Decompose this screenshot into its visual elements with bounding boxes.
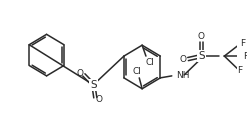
Text: O: O bbox=[198, 32, 205, 41]
Text: O: O bbox=[180, 55, 187, 64]
Text: F: F bbox=[237, 66, 242, 75]
Text: O: O bbox=[96, 95, 103, 104]
Text: F: F bbox=[243, 52, 247, 61]
Text: F: F bbox=[240, 39, 245, 48]
Text: S: S bbox=[198, 51, 205, 61]
Text: NH: NH bbox=[177, 71, 190, 80]
Text: Cl: Cl bbox=[133, 67, 142, 76]
Text: Cl: Cl bbox=[145, 58, 154, 67]
Text: O: O bbox=[77, 69, 83, 78]
Text: S: S bbox=[90, 80, 97, 90]
